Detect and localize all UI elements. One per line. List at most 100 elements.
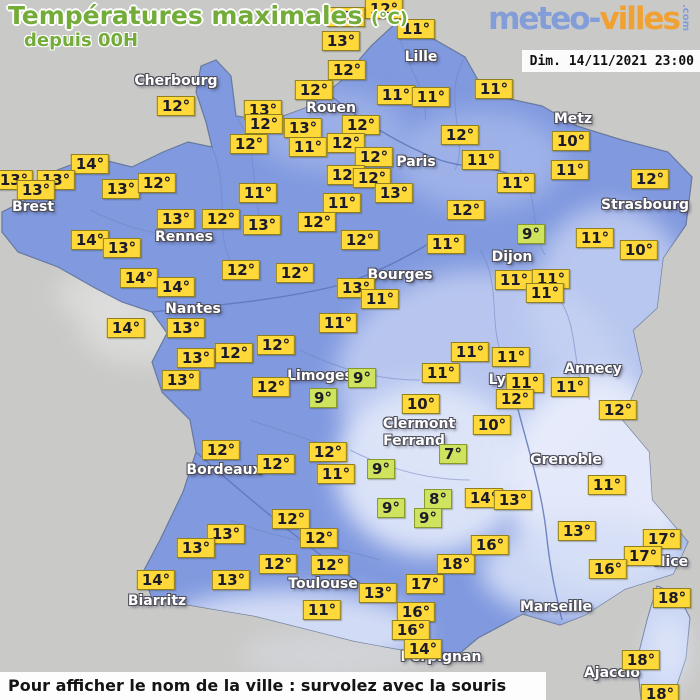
temp-badge[interactable]: 9°	[309, 388, 337, 408]
meteo-villes-logo[interactable]: meteo-villes.com	[488, 4, 691, 35]
temp-badge[interactable]: 17°	[623, 546, 663, 566]
temp-badge[interactable]: 14°	[119, 268, 159, 288]
temp-badge[interactable]: 13°	[242, 215, 282, 235]
temp-badge[interactable]: 9°	[348, 368, 376, 388]
temp-badge[interactable]: 13°	[101, 179, 141, 199]
temp-badge[interactable]: 7°	[439, 444, 467, 464]
temp-badge[interactable]: 16°	[396, 602, 436, 622]
temp-badge[interactable]: 13°	[493, 490, 533, 510]
temp-badge[interactable]: 13°	[321, 31, 361, 51]
temp-badge[interactable]: 13°	[166, 318, 206, 338]
temp-badge[interactable]: 12°	[201, 209, 241, 229]
temp-badge[interactable]: 11°	[238, 183, 278, 203]
temp-badge[interactable]: 11°	[474, 79, 514, 99]
temp-badge[interactable]: 12°	[251, 377, 291, 397]
temp-badge[interactable]: 12°	[327, 60, 367, 80]
temp-badge[interactable]: 9°	[377, 498, 405, 518]
temp-badge[interactable]: 11°	[587, 475, 627, 495]
temp-badge[interactable]: 12°	[201, 440, 241, 460]
temp-badge[interactable]: 12°	[271, 509, 311, 529]
temp-badge[interactable]: 17°	[405, 574, 445, 594]
temp-badge[interactable]: 12°	[137, 173, 177, 193]
temp-badge[interactable]: 12°	[229, 134, 269, 154]
temp-badge[interactable]: 11°	[461, 150, 501, 170]
temp-badge[interactable]: 12°	[299, 528, 339, 548]
temp-badge[interactable]: 12°	[258, 554, 298, 574]
temp-badge[interactable]: 11°	[550, 377, 590, 397]
temp-badge[interactable]: 13°	[557, 521, 597, 541]
temp-badge[interactable]: 10°	[619, 240, 659, 260]
temp-badge[interactable]: 11°	[496, 173, 536, 193]
temp-badge[interactable]: 11°	[376, 85, 416, 105]
temp-badge[interactable]: 11°	[494, 270, 534, 290]
temp-badge[interactable]: 18°	[436, 554, 476, 574]
temp-badge[interactable]: 11°	[525, 283, 565, 303]
temp-badge[interactable]: 11°	[575, 228, 615, 248]
temp-badge[interactable]: 13°	[211, 570, 251, 590]
temp-badge[interactable]: 16°	[391, 620, 431, 640]
temp-badge[interactable]: 12°	[308, 442, 348, 462]
temp-badge[interactable]: 17°	[642, 529, 682, 549]
temp-badge[interactable]: 14°	[403, 639, 443, 659]
temp-badge[interactable]: 10°	[472, 415, 512, 435]
temp-badge[interactable]: 11°	[318, 313, 358, 333]
temp-badge[interactable]: 14°	[70, 154, 110, 174]
temp-badge[interactable]: 18°	[640, 684, 680, 700]
temp-badge[interactable]: 14°	[70, 230, 110, 250]
temp-badge[interactable]: 11°	[450, 342, 490, 362]
temp-badge[interactable]: 10°	[401, 394, 441, 414]
temp-badge[interactable]: 12°	[364, 0, 404, 19]
temp-badge[interactable]: 11°	[288, 137, 328, 157]
temp-badge[interactable]: 16°	[470, 535, 510, 555]
temp-badge[interactable]: 12°	[598, 400, 638, 420]
temp-badge[interactable]: 10°	[551, 131, 591, 151]
temp-badge[interactable]: 13°	[374, 183, 414, 203]
temp-badge[interactable]: 9°	[517, 224, 545, 244]
temp-badge[interactable]: 12°	[446, 200, 486, 220]
temp-badge[interactable]: 16°	[588, 559, 628, 579]
temp-badge[interactable]: 12°	[294, 80, 334, 100]
temp-badge[interactable]: 14°	[464, 488, 504, 508]
temp-badge[interactable]: 11°	[322, 193, 362, 213]
temp-badge[interactable]: 11°	[421, 363, 461, 383]
temp-badge[interactable]: 12°	[310, 555, 350, 575]
temp-badge[interactable]: 13°	[358, 583, 398, 603]
temp-badge[interactable]: 13°	[176, 538, 216, 558]
temp-badge[interactable]: 11°	[360, 289, 400, 309]
temp-badge[interactable]: 12°	[221, 260, 261, 280]
temp-badge[interactable]: 11°	[302, 600, 342, 620]
temp-badge[interactable]: 14°	[156, 277, 196, 297]
temp-badge[interactable]: 9°	[414, 508, 442, 528]
temp-badge[interactable]: 13°	[283, 118, 323, 138]
temp-badge[interactable]: 14°	[106, 318, 146, 338]
temp-badge[interactable]: 13°	[156, 209, 196, 229]
temp-badge[interactable]: 11°	[316, 464, 356, 484]
temp-badge[interactable]: 12°	[214, 343, 254, 363]
temp-badge[interactable]: 13°	[161, 370, 201, 390]
temp-badge[interactable]: 14°	[136, 570, 176, 590]
temp-badge[interactable]: 13°	[102, 238, 142, 258]
temp-badge[interactable]: 12°	[340, 230, 380, 250]
temp-badge[interactable]: 13°	[176, 348, 216, 368]
temp-badge[interactable]: 12°	[244, 114, 284, 134]
temp-badge[interactable]: 12°	[354, 147, 394, 167]
temp-badge[interactable]: 12°	[495, 389, 535, 409]
temp-badge[interactable]: 12°	[275, 263, 315, 283]
temp-badge[interactable]: 8°	[424, 489, 452, 509]
temp-badge[interactable]: 12°	[256, 454, 296, 474]
temp-badge[interactable]: 11°	[411, 87, 451, 107]
temp-badge[interactable]: 12°	[297, 212, 337, 232]
temp-badge[interactable]: 9°	[367, 459, 395, 479]
temp-badge[interactable]: 11°	[426, 234, 466, 254]
temp-badge[interactable]: 12°	[256, 335, 296, 355]
temp-badge[interactable]: 12°	[156, 96, 196, 116]
temp-badge[interactable]: 11°	[491, 347, 531, 367]
temp-badge[interactable]: 12°	[341, 115, 381, 135]
temp-badge[interactable]: 18°	[621, 650, 661, 670]
temp-badge[interactable]: 18°	[652, 588, 692, 608]
temp-badge[interactable]: 13°	[16, 180, 56, 200]
temp-badge[interactable]: 12°	[326, 7, 366, 27]
temp-badge[interactable]: 13°	[206, 524, 246, 544]
temp-badge[interactable]: 12°	[630, 169, 670, 189]
temp-badge[interactable]: 11°	[550, 160, 590, 180]
